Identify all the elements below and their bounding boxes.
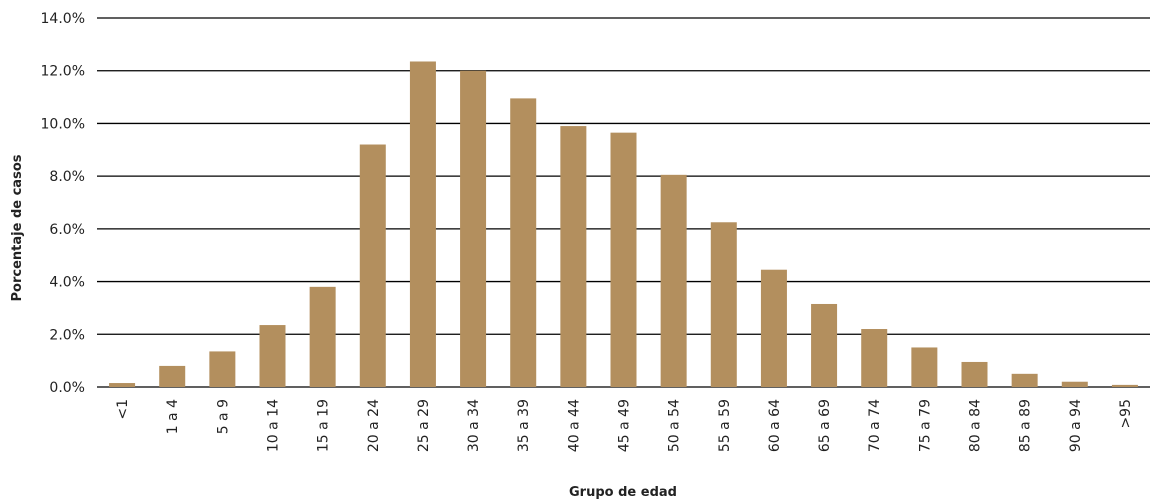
x-tick-label: 10 a 14	[266, 399, 282, 452]
x-tick-label: 5 a 9	[215, 399, 231, 434]
bar	[209, 351, 236, 387]
x-tick-label: 60 a 64	[767, 399, 783, 452]
x-tick-label: 55 a 59	[717, 399, 733, 452]
x-tick-label: 65 a 69	[817, 399, 833, 452]
x-tick-label: 1 a 4	[165, 399, 181, 434]
x-tick-label: 30 a 34	[466, 399, 482, 452]
bar	[911, 347, 938, 387]
x-tick-label: 25 a 29	[416, 399, 432, 452]
bar	[510, 98, 537, 387]
y-tick-label: 10.0%	[41, 116, 85, 132]
bar	[610, 132, 637, 387]
x-axis-title: Grupo de edad	[569, 485, 677, 500]
bar	[1011, 373, 1038, 387]
y-tick-label: 2.0%	[49, 327, 85, 343]
bar	[309, 286, 336, 387]
x-tick-label: 20 a 24	[366, 399, 382, 452]
bar	[811, 303, 838, 387]
y-tick-label: 8.0%	[49, 169, 85, 185]
bar	[861, 329, 888, 387]
bar	[109, 383, 136, 387]
x-tick-label: 45 a 49	[617, 399, 633, 452]
bar	[460, 70, 487, 387]
y-tick-label: 12.0%	[41, 64, 85, 80]
x-tick-label: >95	[1118, 399, 1134, 429]
bar	[660, 174, 687, 387]
x-tick-label: 15 a 19	[316, 399, 332, 452]
x-tick-label: 90 a 94	[1068, 399, 1084, 452]
bar	[359, 144, 386, 387]
x-tick-label: <1	[115, 399, 131, 420]
x-tick-label: 35 a 39	[516, 399, 532, 452]
x-tick-label: 50 a 54	[667, 399, 683, 452]
x-tick-label: 40 a 44	[566, 399, 582, 452]
x-tick-label: 75 a 79	[917, 399, 933, 452]
y-tick-label: 4.0%	[49, 275, 85, 291]
bar	[409, 61, 436, 387]
y-axis-title: Porcentaje de casos	[10, 154, 25, 301]
bar	[961, 361, 988, 387]
y-tick-label: 14.0%	[41, 11, 85, 27]
y-tick-label: 6.0%	[49, 222, 85, 238]
bar	[259, 325, 286, 387]
bar	[760, 269, 787, 387]
bar	[1111, 384, 1138, 387]
x-tick-label: 80 a 84	[968, 399, 984, 452]
x-tick-label: 70 a 74	[867, 399, 883, 452]
bar	[159, 365, 186, 387]
y-tick-label: 0.0%	[49, 380, 85, 396]
bar	[1061, 381, 1088, 387]
bar	[710, 222, 737, 387]
x-tick-label: 85 a 89	[1018, 399, 1034, 452]
bar	[560, 126, 587, 388]
